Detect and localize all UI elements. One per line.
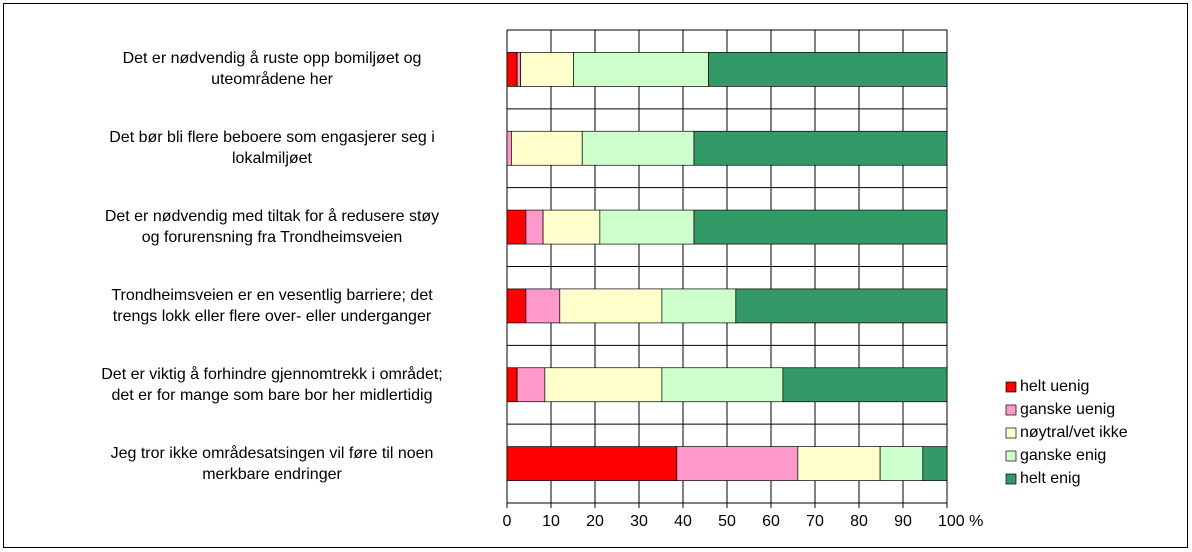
- x-tick-label: 20: [586, 513, 604, 530]
- x-tick-label: 30: [630, 513, 648, 530]
- chart-border: [3, 3, 1188, 548]
- bar-segment: [599, 209, 695, 245]
- legend-label: ganske uenig: [1020, 401, 1115, 418]
- x-tick-label: 10: [542, 513, 560, 530]
- bar-segment: [516, 367, 546, 403]
- bar-segment: [520, 52, 574, 87]
- bar-segment: [661, 288, 737, 324]
- bar-segment: [693, 209, 948, 245]
- bar-segment: [661, 367, 784, 403]
- legend-label: helt enig: [1020, 470, 1081, 487]
- bar-segment: [506, 367, 518, 403]
- bar-segment: [542, 209, 601, 245]
- x-tick-label: 60: [762, 513, 780, 530]
- x-tick-label: 100 %: [938, 513, 983, 530]
- legend-swatch: [1005, 404, 1017, 416]
- bar-segment: [676, 446, 799, 481]
- legend-swatch: [1005, 450, 1017, 462]
- bar-segment: [879, 446, 924, 481]
- y-tick-label: Jeg tror ikke områdesatsingen vil føre t…: [110, 444, 434, 483]
- bar-segment: [782, 367, 948, 403]
- legend-label: helt uenig: [1020, 378, 1089, 395]
- bar-segment: [693, 130, 948, 166]
- bar-segment: [573, 52, 709, 87]
- x-tick-label: 80: [850, 513, 868, 530]
- x-tick-label: 70: [806, 513, 824, 530]
- bar-segment: [581, 130, 695, 166]
- y-tick-label: Det er nødvendig å ruste opp bomiljøet o…: [122, 50, 422, 89]
- bar-segment: [797, 446, 881, 481]
- x-tick-label: 40: [674, 513, 692, 530]
- bar-segment: [506, 446, 678, 481]
- bar-segment: [506, 209, 527, 245]
- bar-segment: [922, 446, 948, 481]
- legend-label: nøytral/vet ikke: [1020, 424, 1128, 441]
- bar-segment: [708, 52, 948, 87]
- legend-swatch: [1005, 381, 1017, 393]
- bar-segment: [506, 288, 527, 324]
- x-tick-label: 0: [503, 513, 512, 530]
- y-tick-label: Det er nødvendig med tiltak for å reduse…: [104, 208, 440, 247]
- bar-segment: [516, 52, 521, 87]
- legend-swatch: [1005, 473, 1017, 485]
- bar-segment: [506, 52, 518, 87]
- bar-segment: [525, 288, 561, 324]
- y-tick-label: Trondheimsveien er en vesentlig barriere…: [111, 286, 433, 325]
- bar-segment: [511, 130, 583, 166]
- y-tick-label: Det bør bli flere beboere som engasjerer…: [109, 129, 435, 168]
- legend-label: ganske enig: [1020, 447, 1106, 464]
- x-tick-label: 50: [718, 513, 736, 530]
- x-tick-label: 90: [894, 513, 912, 530]
- bar-segment: [506, 130, 512, 166]
- bar-segment: [525, 209, 544, 245]
- bar-segment: [559, 288, 663, 324]
- bar-segment: [735, 288, 948, 324]
- legend-swatch: [1005, 427, 1017, 439]
- bar-segment: [544, 367, 663, 403]
- y-tick-label: Det er viktig å forhindre gjennomtrekk i…: [101, 365, 443, 404]
